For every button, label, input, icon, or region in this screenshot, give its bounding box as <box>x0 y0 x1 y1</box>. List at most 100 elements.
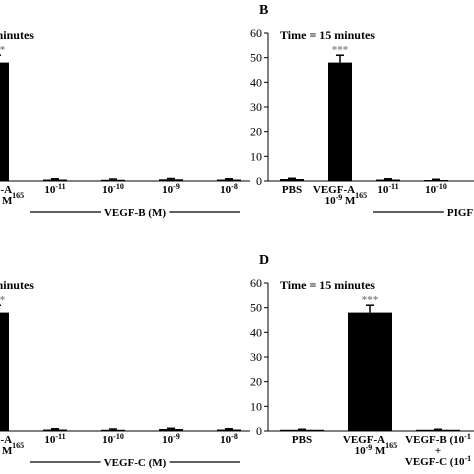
panel-letter: B <box>259 3 268 18</box>
y-tick-label: 40 <box>250 325 262 339</box>
bar <box>376 179 400 182</box>
x-tick-label: 10-9 M <box>0 443 13 458</box>
label-run: -9 <box>173 182 180 191</box>
x-tick-label: PBS <box>282 184 302 196</box>
panel-letter: D <box>259 253 269 268</box>
label-run: 165 <box>12 441 24 450</box>
x-tick-label: VEGF-B (10-1 <box>405 432 471 447</box>
label-run: M <box>372 445 386 457</box>
label-run: VEGF-A <box>0 184 12 196</box>
label-run: -11 <box>388 182 398 191</box>
bar <box>348 312 392 431</box>
group-label-bg <box>443 207 474 219</box>
x-tick-label: PBS <box>292 434 312 446</box>
x-tick-label: VEGF-C (10-1 <box>405 454 471 469</box>
x-tick-label: 10-11 <box>44 182 65 197</box>
label-run: -11 <box>55 432 65 441</box>
x-tick-label: 10-8 <box>220 182 238 197</box>
label-run: -11 <box>55 182 65 191</box>
label-run: VEGF-C (10 <box>405 456 465 468</box>
bar <box>416 429 460 432</box>
y-tick-label: 0 <box>256 174 262 188</box>
group-label: VEGF-B (M) <box>104 207 166 219</box>
label-run: 10 <box>325 195 337 207</box>
label-run: 10 <box>162 184 174 196</box>
label-run: 10 <box>102 434 114 446</box>
panel-title: Time = 15 minutes <box>0 278 34 292</box>
bar <box>217 179 241 182</box>
y-tick-label: 0 <box>256 424 262 438</box>
label-run: 165 <box>385 441 397 450</box>
panel-title: Time = 15 minutes <box>0 28 34 42</box>
label-run: 10 <box>102 184 114 196</box>
label-run: -1 <box>464 454 471 463</box>
label-run: M <box>342 195 356 207</box>
label-run: -8 <box>231 182 238 191</box>
bar <box>101 429 125 432</box>
x-tick-label: VEGF-A165 <box>313 184 367 200</box>
y-tick-label: 30 <box>250 350 262 364</box>
label-run: 10 <box>162 434 174 446</box>
significance: *** <box>0 44 6 56</box>
label-run: 10 <box>355 445 367 457</box>
x-tick-label: 10-10 <box>102 182 124 197</box>
label-run: 165 <box>355 191 367 200</box>
label-run: M <box>0 445 13 457</box>
bar <box>328 62 352 181</box>
label-run: -9 <box>336 193 343 202</box>
bar <box>101 179 125 182</box>
bar <box>280 429 324 432</box>
panel-title: Time = 15 minutes <box>280 28 375 42</box>
label-run: PBS <box>292 434 312 446</box>
label-run: VEGF-B (10 <box>405 434 464 446</box>
bar <box>424 180 448 182</box>
group-label: VEGF-C (M) <box>104 457 167 469</box>
group-label-bg <box>100 207 170 219</box>
label-run: VEGF-A <box>313 184 355 196</box>
x-tick-label: 10-10 <box>102 432 124 447</box>
label-run: -1 <box>464 432 471 441</box>
significance: *** <box>332 44 349 56</box>
label-run: M <box>0 195 13 207</box>
x-tick-label: 10-8 <box>220 432 238 447</box>
x-tick-label: 10-11 <box>44 432 65 447</box>
group-label-bg <box>100 457 170 469</box>
y-tick-label: 30 <box>250 100 262 114</box>
significance: *** <box>362 294 379 306</box>
x-tick-label: VEGF-A165 <box>343 434 397 450</box>
x-tick-label: VEGF-A165 <box>0 184 24 200</box>
label-run: 10 <box>44 184 56 196</box>
label-run: 10 <box>44 434 56 446</box>
x-tick-label: VEGF-A165 <box>0 434 24 450</box>
x-tick-label: 10-9 <box>162 432 180 447</box>
x-tick-label: + <box>435 445 441 457</box>
bar <box>0 62 9 181</box>
y-tick-label: 20 <box>250 375 262 389</box>
y-tick-label: 50 <box>250 301 262 315</box>
label-run: -10 <box>113 182 124 191</box>
x-tick-label: 10-9 M <box>355 443 386 458</box>
x-tick-label: 10-9 M <box>0 193 13 208</box>
label-run: + <box>435 445 441 457</box>
x-tick-label: 10-9 <box>162 182 180 197</box>
bar <box>0 312 9 431</box>
label-run: -9 <box>366 443 373 452</box>
x-tick-label: 10-10 <box>425 182 447 197</box>
bar <box>43 429 67 432</box>
y-tick-label: 60 <box>250 26 262 40</box>
y-tick-label: 20 <box>250 125 262 139</box>
bar <box>280 179 304 181</box>
label-run: -10 <box>113 432 124 441</box>
panel-title: Time = 15 minutes <box>280 278 375 292</box>
y-tick-label: 40 <box>250 75 262 89</box>
label-run: -8 <box>231 432 238 441</box>
label-run: 165 <box>12 191 24 200</box>
y-tick-label: 10 <box>250 399 262 413</box>
bar <box>217 429 241 432</box>
label-run: 10 <box>220 184 232 196</box>
y-tick-label: 10 <box>250 149 262 163</box>
label-run: VEGF-A <box>0 434 12 446</box>
label-run: -10 <box>436 182 447 191</box>
x-tick-label: 10-11 <box>377 182 398 197</box>
